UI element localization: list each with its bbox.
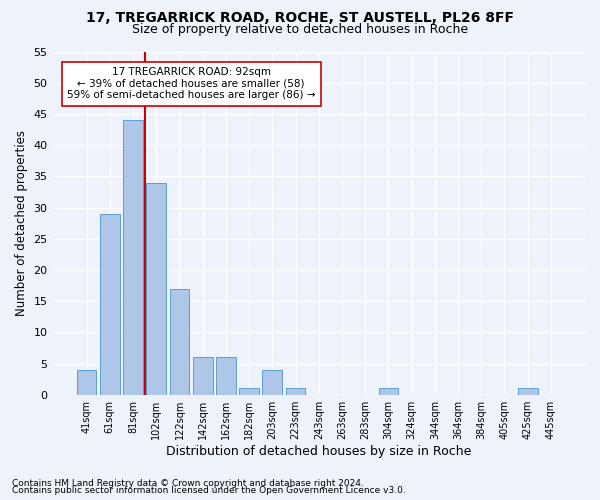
Bar	[379, 388, 398, 394]
Bar	[286, 388, 305, 394]
Y-axis label: Number of detached properties: Number of detached properties	[15, 130, 28, 316]
Text: Contains HM Land Registry data © Crown copyright and database right 2024.: Contains HM Land Registry data © Crown c…	[12, 478, 364, 488]
Bar	[193, 358, 212, 395]
Text: Contains public sector information licensed under the Open Government Licence v3: Contains public sector information licen…	[12, 486, 406, 495]
Text: 17 TREGARRICK ROAD: 92sqm
← 39% of detached houses are smaller (58)
59% of semi-: 17 TREGARRICK ROAD: 92sqm ← 39% of detac…	[67, 67, 316, 100]
Bar	[216, 358, 236, 395]
Bar	[146, 182, 166, 394]
Bar	[262, 370, 282, 394]
Bar	[518, 388, 538, 394]
Bar	[170, 288, 190, 395]
Text: Size of property relative to detached houses in Roche: Size of property relative to detached ho…	[132, 22, 468, 36]
Text: 17, TREGARRICK ROAD, ROCHE, ST AUSTELL, PL26 8FF: 17, TREGARRICK ROAD, ROCHE, ST AUSTELL, …	[86, 11, 514, 25]
Bar	[77, 370, 97, 394]
Bar	[100, 214, 119, 394]
X-axis label: Distribution of detached houses by size in Roche: Distribution of detached houses by size …	[166, 444, 472, 458]
Bar	[123, 120, 143, 394]
Bar	[239, 388, 259, 394]
